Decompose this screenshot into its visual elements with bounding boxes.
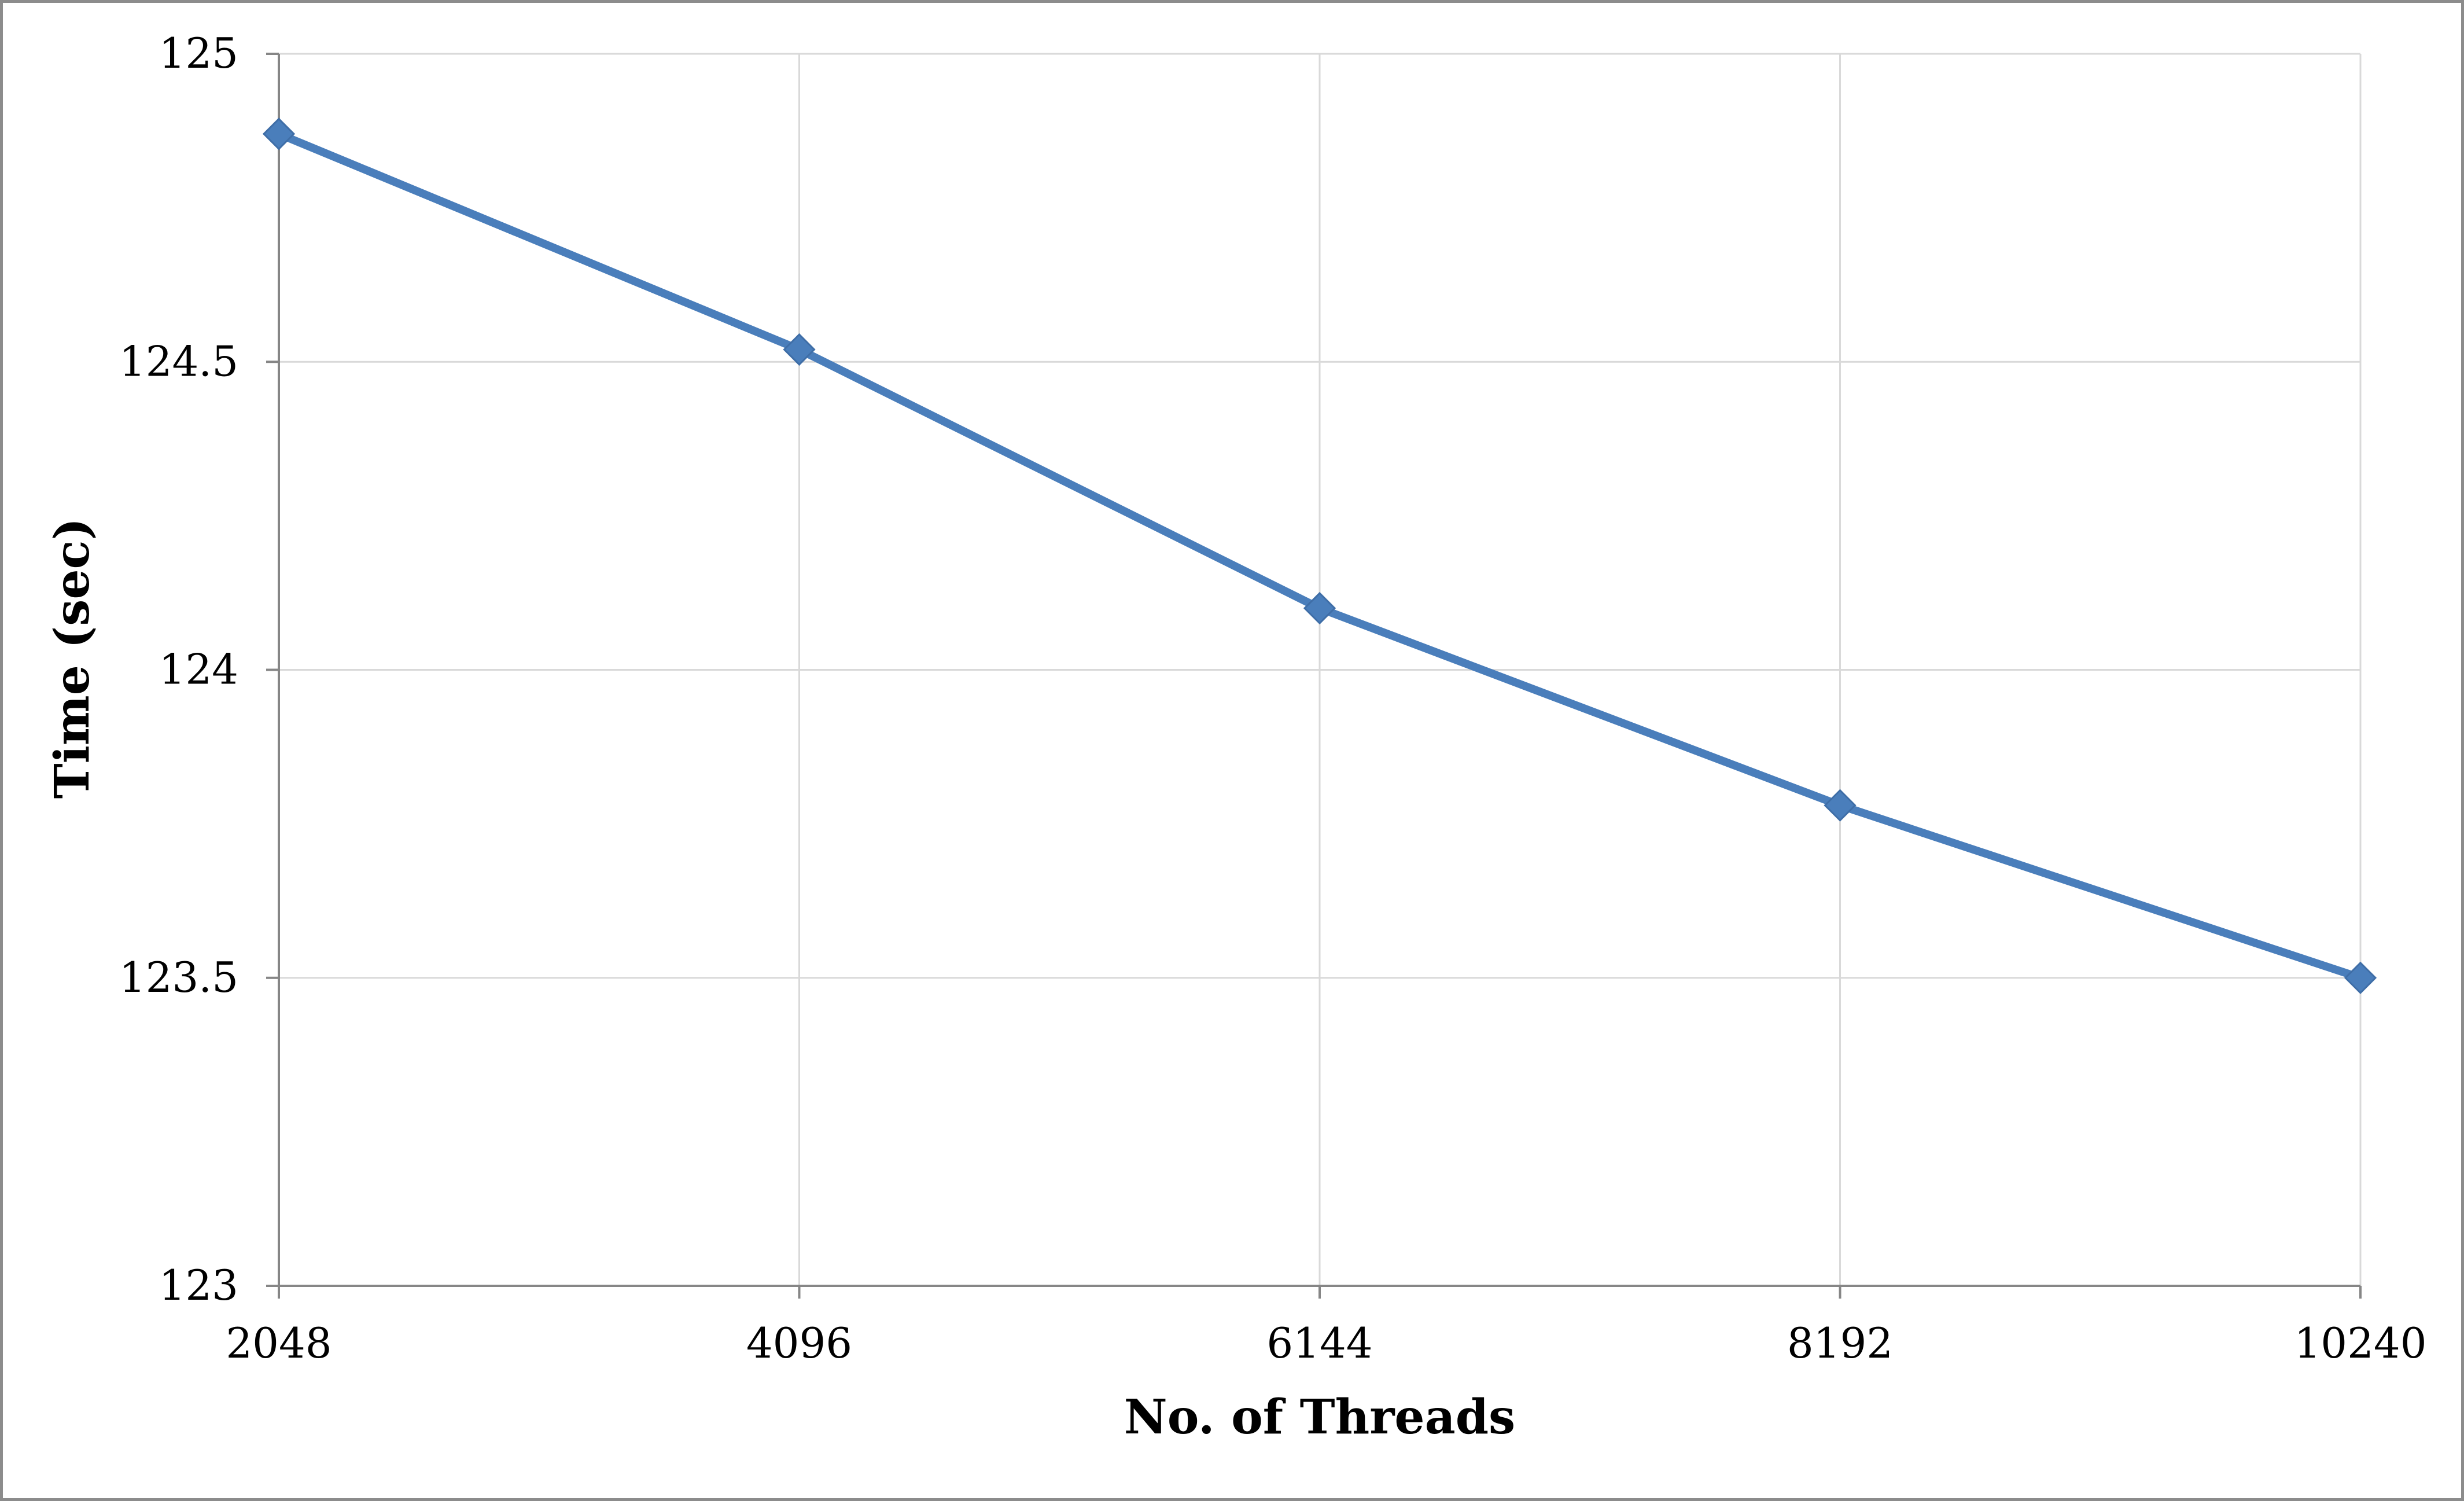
data-point-marker (1824, 789, 1857, 822)
x-tick-label: 8192 (1787, 1319, 1893, 1367)
x-tick-label: 6144 (1266, 1319, 1372, 1367)
data-point-marker (2344, 961, 2377, 994)
y-tick-label: 124.5 (119, 337, 238, 385)
data-point-marker (1303, 591, 1336, 625)
x-tick-label: 4096 (746, 1319, 852, 1367)
y-axis-title: Time (sec) (45, 518, 100, 799)
y-tick-label: 123.5 (119, 953, 238, 1002)
data-point-marker (783, 333, 816, 366)
line-chart: 123 123.5 124 124.5 125 2048 4096 6144 8192 10240… (45, 29, 2427, 1445)
y-tick-label: 123 (159, 1261, 238, 1310)
x-tick-label: 10240 (2294, 1319, 2426, 1367)
gridlines (279, 53, 2362, 1286)
series-layer (262, 117, 2377, 994)
data-point-marker (262, 117, 296, 150)
axes (266, 53, 2362, 1299)
x-axis-title: No. of Threads (1124, 1389, 1515, 1445)
y-tick-label: 124 (159, 645, 238, 694)
tick-labels: 123 123.5 124 124.5 125 2048 4096 6144 8192 10240 (119, 29, 2427, 1367)
y-tick-label: 125 (159, 29, 238, 78)
x-tick-label: 2048 (226, 1319, 332, 1367)
